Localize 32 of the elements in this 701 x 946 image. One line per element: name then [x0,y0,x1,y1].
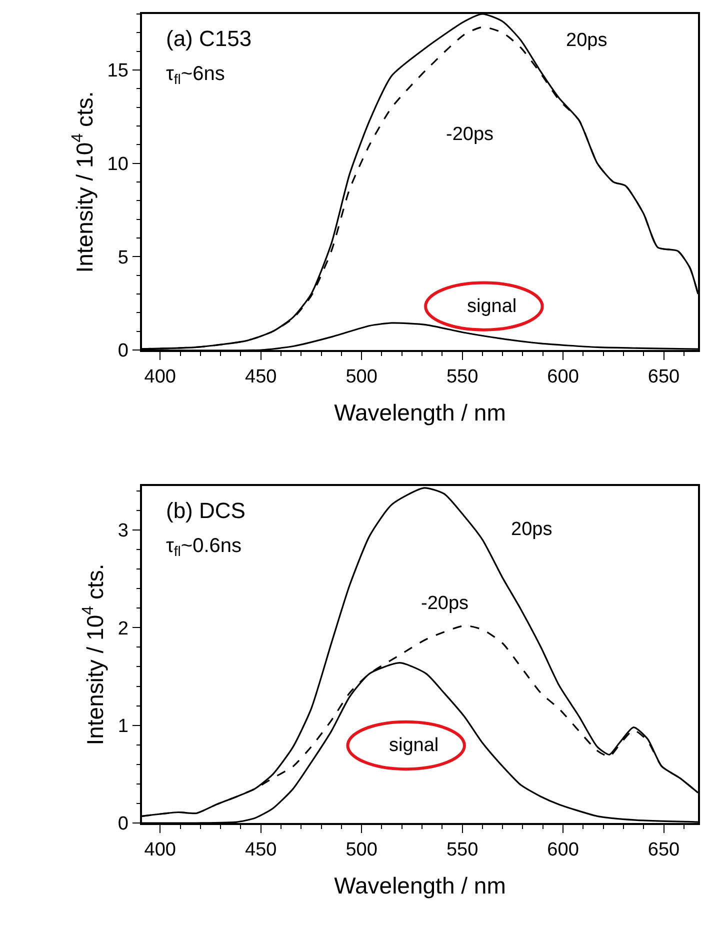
annotation: signal [467,296,517,317]
annotation: -20ps [421,593,469,614]
y-tick-label: 15 [107,60,128,82]
y-tick-label: 10 [107,154,128,175]
x-tick-label: 650 [648,840,680,861]
y-tick-label: 5 [118,247,128,268]
x-tick-label: 500 [346,366,378,388]
x-tick-label: 450 [245,840,277,861]
y-tick-label: 3 [118,520,128,542]
annotation: 20ps [566,30,608,51]
annotation: τ$_{fl}$~6ns [166,63,225,88]
x-tick-label: 600 [547,366,579,388]
x-tick-label: 600 [547,840,579,861]
x-tick-label: 400 [144,366,176,388]
annotation: 20ps [511,519,552,540]
x-tick-label: 450 [245,366,277,388]
y-tick-label: 2 [118,618,128,640]
y-tick-label: 0 [118,814,128,835]
x-tick-label: 400 [144,840,176,861]
annotation: signal [389,735,439,756]
y-tick-label: 1 [118,716,128,737]
annotation: (b) DCS [166,498,246,523]
x-tick-label: 550 [446,366,478,388]
y-tick-label: 0 [118,340,128,362]
annotation: -20ps [446,124,494,145]
x-tick-label: 550 [446,840,478,861]
annotation: τ$_{fl}$~0.6ns [166,535,242,560]
x-axis-title: Wavelength / nm [334,872,506,899]
x-tick-label: 500 [346,840,378,861]
x-axis-title: Wavelength / nm [334,400,506,426]
x-tick-label: 650 [648,366,680,388]
annotation: (a) C153 [166,26,252,51]
